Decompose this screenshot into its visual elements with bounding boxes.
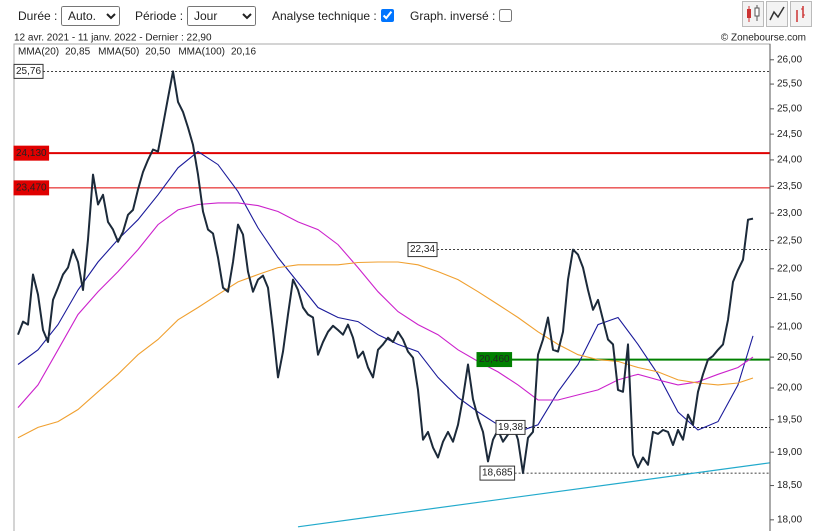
candle-button[interactable] (742, 1, 764, 27)
line-button[interactable] (766, 1, 788, 27)
level-label-box (479, 465, 516, 481)
level-label: 20,460 (479, 354, 510, 365)
technical-label: Analyse technique : (272, 9, 377, 23)
plot-frame (13, 43, 771, 531)
y-tick-label: 19,00 (777, 447, 802, 458)
legend-value: 20,16 (231, 47, 256, 58)
plot (17, 70, 770, 528)
y-tick-label: 24,00 (777, 155, 802, 166)
level-label: 19,38 (498, 422, 523, 433)
legend-value: 20,85 (65, 47, 90, 58)
level-label-box (13, 63, 44, 79)
inverted-checkbox[interactable] (499, 9, 512, 22)
bar-button[interactable] (790, 1, 812, 27)
y-tick-label: 18,00 (777, 514, 802, 525)
y-tick-label: 18,50 (777, 480, 802, 491)
y-tick-label: 23,50 (777, 181, 802, 192)
source: © Zonebourse.com (721, 33, 806, 44)
legend-name: MMA(100) (178, 47, 225, 58)
level-label: 25,76 (16, 66, 41, 77)
bar-icon (796, 6, 805, 22)
level-label-box (13, 180, 50, 196)
duration-select[interactable]: Auto. (61, 6, 120, 26)
level-label: 23,470 (16, 182, 47, 193)
y-tick-label: 22,50 (777, 235, 802, 246)
level-label: 18,685 (482, 468, 513, 479)
legend-name: MMA(20) (18, 47, 59, 58)
level-label-box (495, 419, 526, 435)
period-select[interactable]: Jour (187, 6, 256, 26)
level-label-box (407, 242, 438, 258)
duration-label: Durée : (18, 9, 58, 23)
y-tick-label: 21,00 (777, 322, 802, 333)
price-line (17, 70, 754, 475)
period-label: Période : (135, 9, 184, 23)
y-tick-label: 24,50 (777, 129, 802, 140)
y-tick-label: 26,00 (777, 54, 802, 65)
level-label-box (13, 145, 50, 161)
level-label-box (476, 352, 513, 368)
moving-average-line (17, 261, 754, 439)
legend-value: 20,50 (145, 47, 170, 58)
technical-checkbox[interactable] (381, 9, 394, 22)
legend-name: MMA(50) (98, 47, 139, 58)
y-tick-label: 21,50 (777, 292, 802, 303)
level-label: 22,34 (410, 244, 435, 255)
line-icon (769, 6, 785, 21)
y-tick-label: 20,00 (777, 383, 802, 394)
y-tick-label: 23,00 (777, 208, 802, 219)
subtitle: 12 avr. 2021 - 11 janv. 2022 - Dernier :… (14, 33, 212, 44)
y-tick-label: 20,50 (777, 352, 802, 363)
level-label: 24,130 (16, 148, 47, 159)
moving-average-line (17, 202, 754, 408)
overlay: 18,00 18,50 19,00 19,50 20,00 20,50 21,00 21,50… (13, 44, 802, 531)
y-tick-label: 25,00 (777, 103, 802, 114)
trend-line (297, 462, 770, 528)
levels (14, 70, 770, 474)
candle-icon (747, 5, 760, 22)
y-tick-label: 22,00 (777, 263, 802, 274)
moving-average-line (17, 150, 754, 433)
y-tick-label: 19,50 (777, 414, 802, 425)
inverted-label: Graph. inversé : (410, 9, 496, 23)
y-tick-label: 25,50 (777, 79, 802, 90)
